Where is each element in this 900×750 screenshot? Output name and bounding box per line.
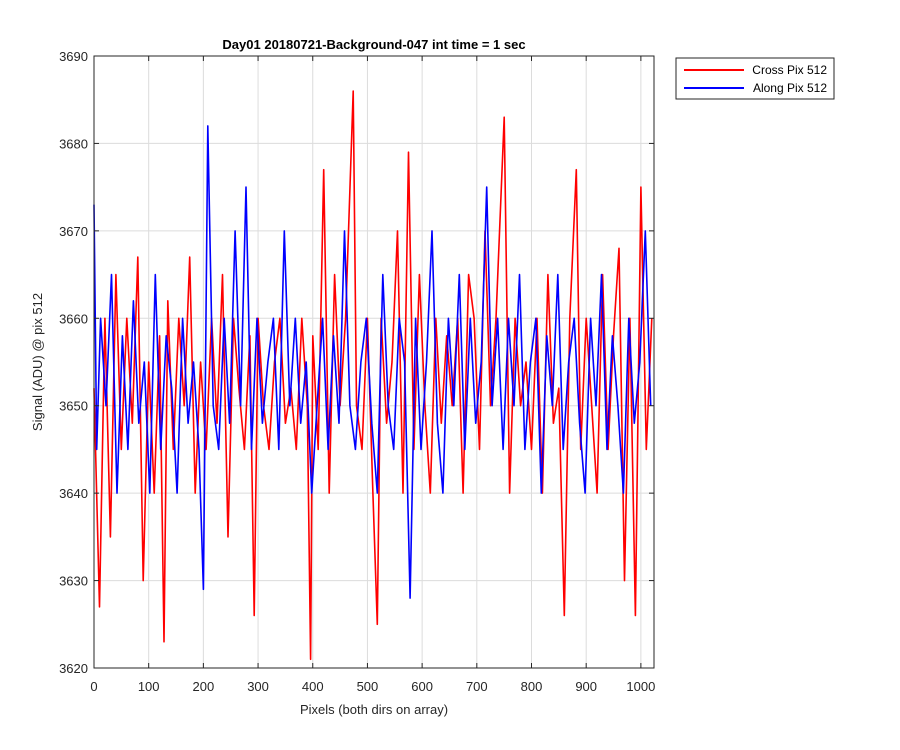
x-tick-label: 200 (193, 679, 215, 694)
legend: Cross Pix 512 Along Pix 512 (675, 57, 835, 100)
legend-label-along: Along Pix 512 (753, 81, 827, 95)
x-axis-label: Pixels (both dirs on array) (300, 702, 448, 717)
plot-area-border (93, 55, 655, 669)
y-tick-label: 3650 (59, 399, 88, 414)
legend-box (675, 57, 835, 100)
x-tick-label: 800 (521, 679, 543, 694)
x-tick-label: 300 (247, 679, 269, 694)
y-tick-label: 3670 (59, 224, 88, 239)
y-tick-label: 3620 (59, 661, 88, 676)
chart-title: Day01 20180721-Background-047 int time =… (222, 37, 525, 52)
legend-label-cross: Cross Pix 512 (752, 63, 827, 77)
x-tick-label: 900 (575, 679, 597, 694)
y-tick-label: 3690 (59, 49, 88, 64)
x-tick-label: 600 (411, 679, 433, 694)
x-tick-label: 400 (302, 679, 324, 694)
series-layer (93, 90, 653, 661)
y-tick-label: 3640 (59, 486, 88, 501)
series-line-along-pix (93, 125, 652, 599)
x-tick-label: 1000 (626, 679, 655, 694)
x-tick-label: 500 (357, 679, 379, 694)
axis-ticks: 0 100 200 300 400 500 600 700 800 900 1000 3620 3630… (59, 49, 655, 694)
y-tick-label: 3630 (59, 574, 88, 589)
x-tick-label: 0 (90, 679, 97, 694)
y-tick-label: 3660 (59, 311, 88, 326)
x-tick-label: 100 (138, 679, 160, 694)
plot-area-background (94, 56, 654, 668)
y-tick-label: 3680 (59, 136, 88, 151)
y-axis-label: Signal (ADU) @ pix 512 (30, 293, 45, 431)
series-line-cross-pix (93, 90, 653, 661)
x-tick-label: 700 (466, 679, 488, 694)
